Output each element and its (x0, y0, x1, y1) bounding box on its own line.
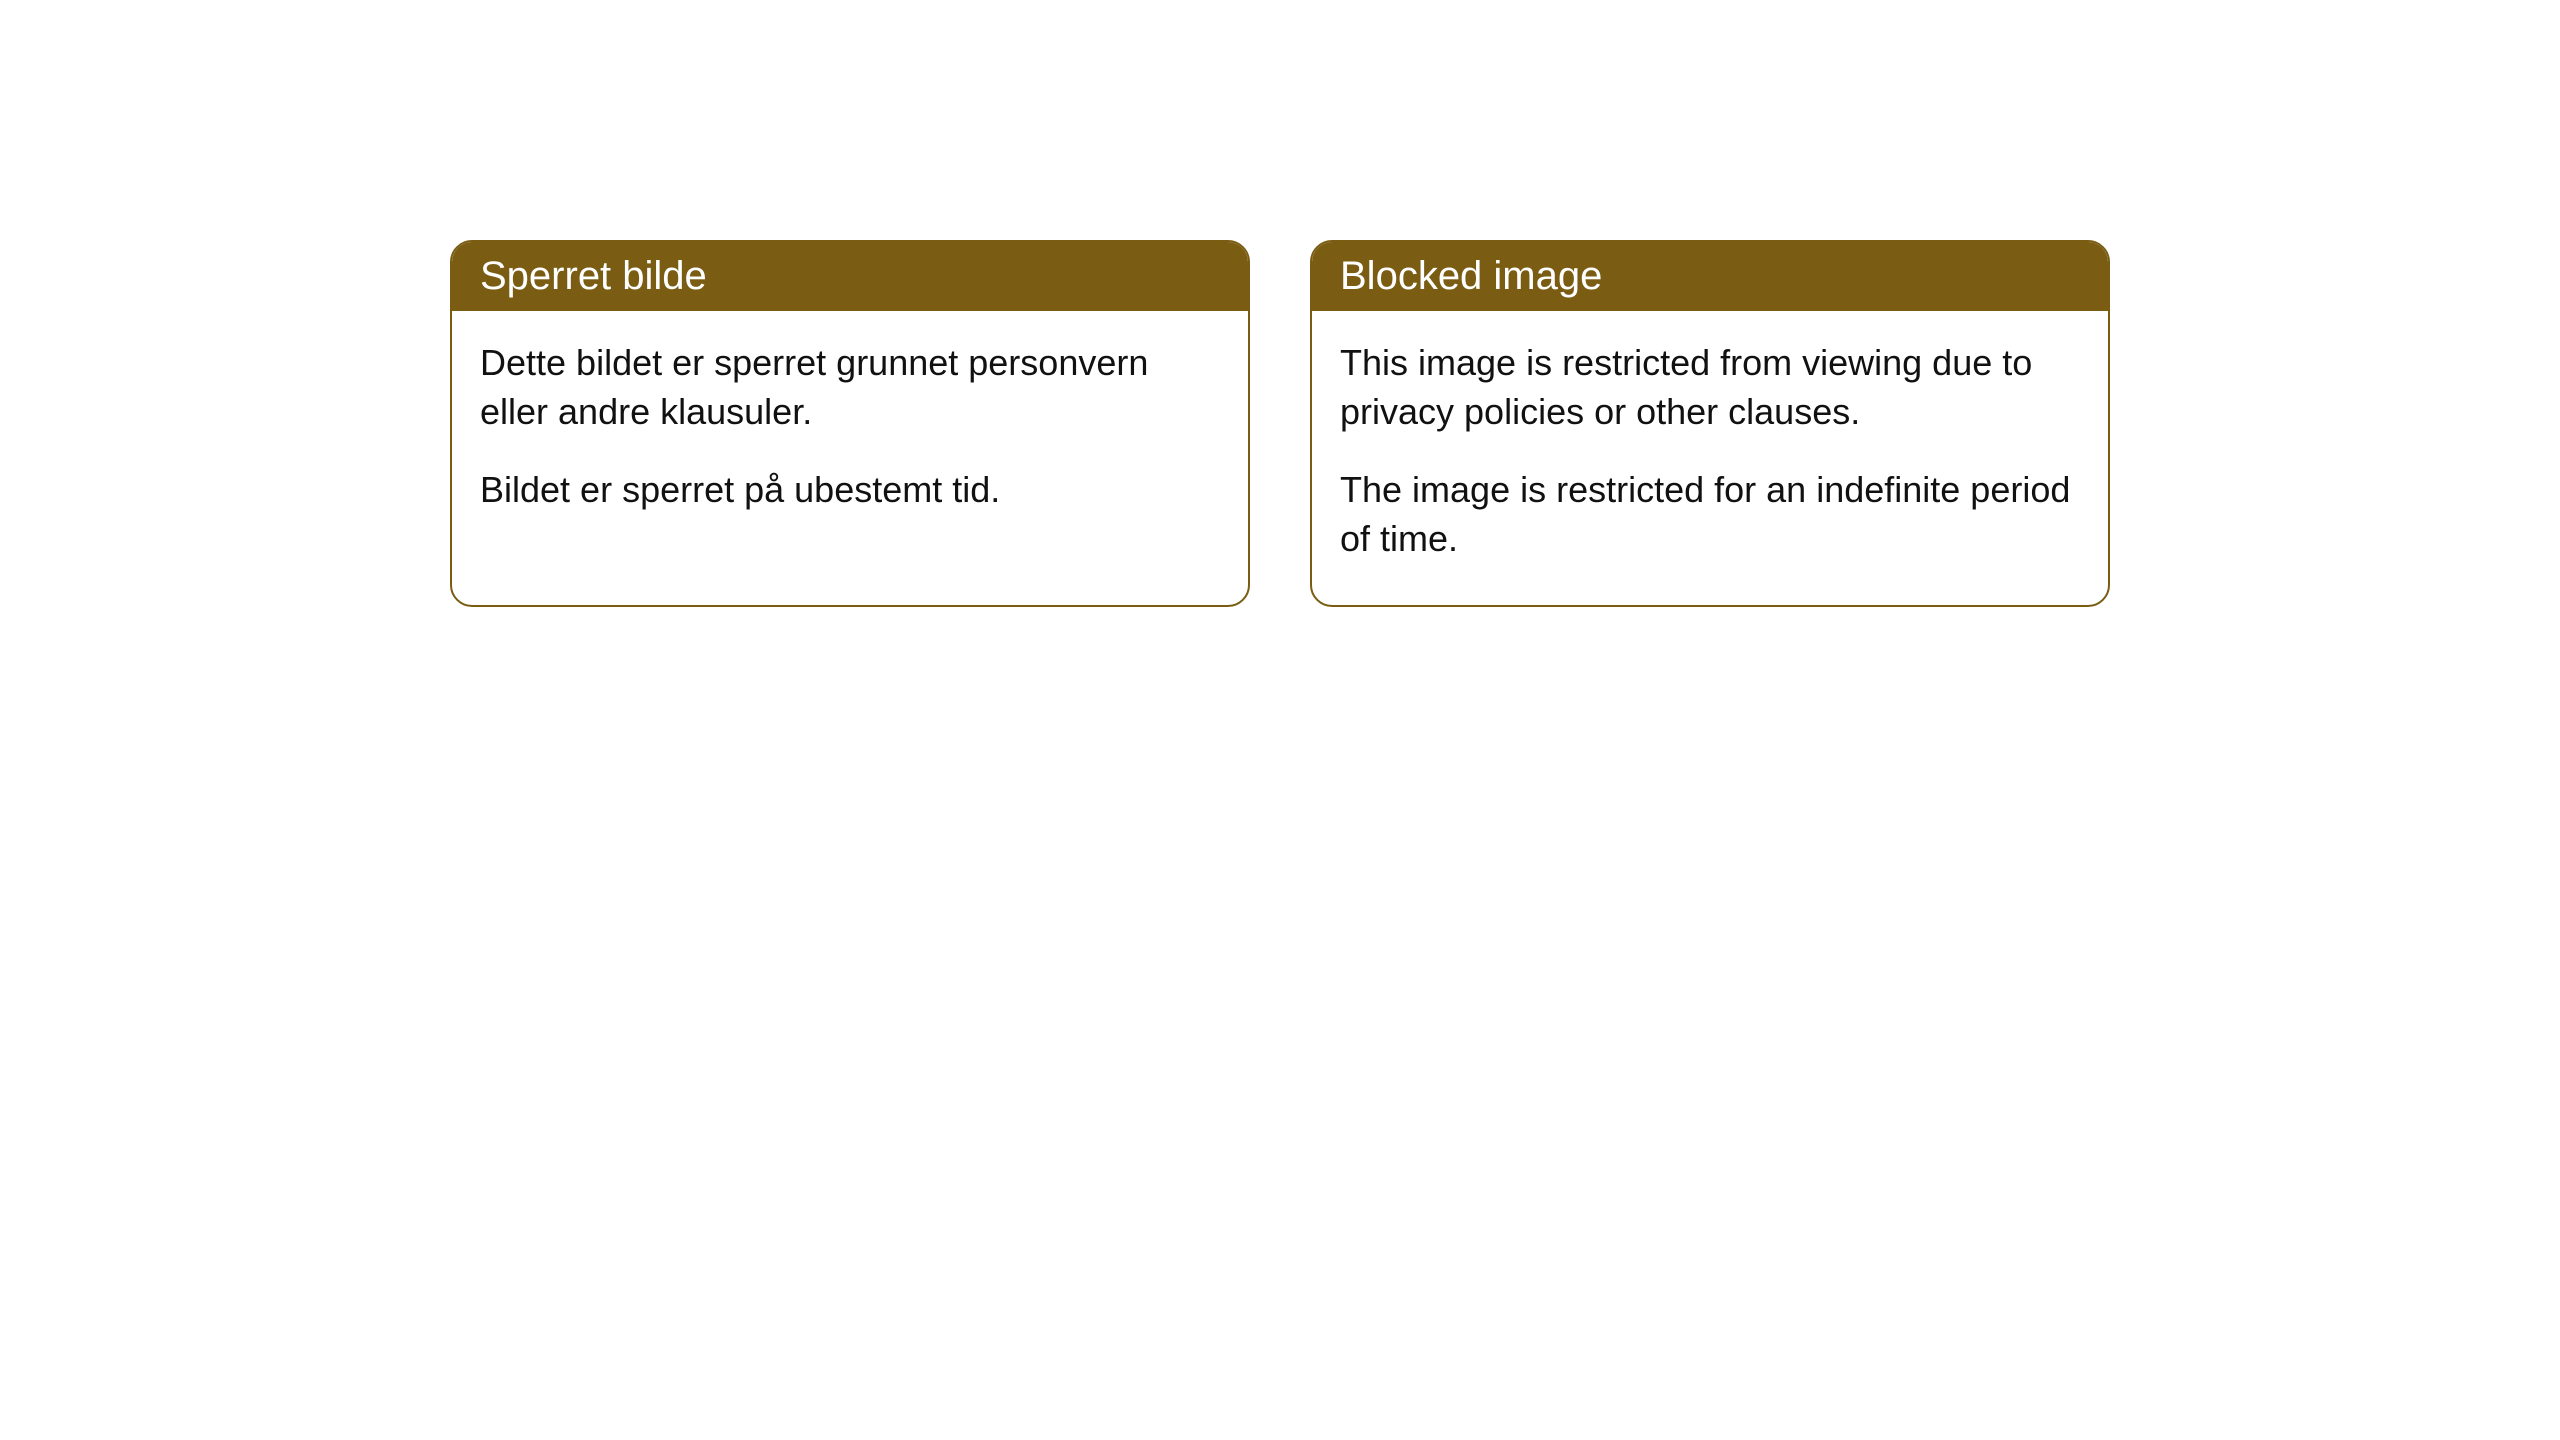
card-body-norwegian: Dette bildet er sperret grunnet personve… (452, 311, 1248, 557)
card-title: Sperret bilde (480, 254, 707, 298)
card-paragraph: Dette bildet er sperret grunnet personve… (480, 339, 1220, 436)
cards-container: Sperret bilde Dette bildet er sperret gr… (450, 240, 2560, 607)
card-title: Blocked image (1340, 254, 1602, 298)
card-paragraph: This image is restricted from viewing du… (1340, 339, 2080, 436)
card-paragraph: The image is restricted for an indefinit… (1340, 466, 2080, 563)
card-header-english: Blocked image (1312, 242, 2108, 311)
card-body-english: This image is restricted from viewing du… (1312, 311, 2108, 605)
card-english: Blocked image This image is restricted f… (1310, 240, 2110, 607)
card-norwegian: Sperret bilde Dette bildet er sperret gr… (450, 240, 1250, 607)
card-header-norwegian: Sperret bilde (452, 242, 1248, 311)
card-paragraph: Bildet er sperret på ubestemt tid. (480, 466, 1220, 515)
